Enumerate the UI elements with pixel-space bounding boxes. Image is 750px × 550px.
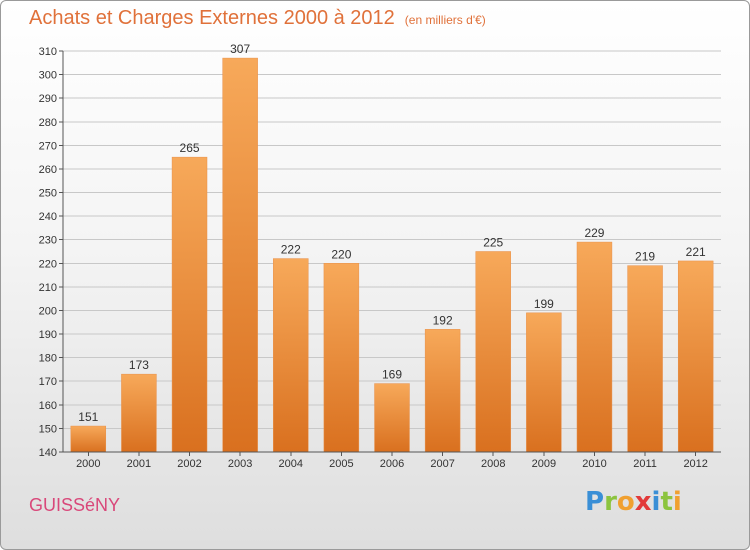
x-tick-label: 2000 [76, 458, 100, 470]
x-tick-label: 2005 [329, 458, 353, 470]
y-tick-label: 250 [39, 188, 57, 200]
x-tick-label: 2008 [481, 458, 505, 470]
logo-letter: x [634, 487, 652, 517]
bar-2009 [526, 312, 562, 453]
logo-letter: P [585, 487, 605, 517]
y-axis: 140 150 160 170 180 190 200 210 220 230 240 250 260 2… [39, 46, 64, 459]
bar-2006 [374, 383, 410, 453]
bar-value-label: 192 [433, 313, 453, 327]
bar-2000 [70, 425, 107, 453]
x-tick-label: 2007 [430, 458, 454, 470]
bar-2011 [627, 265, 663, 453]
x-tick-label: 2011 [633, 458, 657, 470]
bar-value-label: 199 [534, 297, 554, 311]
y-tick-label: 310 [39, 46, 57, 58]
chart-title-text: Achats et Charges Externes 2000 à 2012 [29, 7, 395, 29]
bar-value-label: 151 [78, 410, 98, 424]
y-tick-label: 190 [39, 329, 57, 341]
logo-letter: o [616, 487, 635, 517]
bar-value-label: 307 [230, 42, 250, 56]
y-tick-label: 160 [39, 400, 57, 412]
x-tick-label: 2002 [177, 458, 201, 470]
bar-2010 [576, 241, 613, 453]
y-tick-label: 200 [39, 305, 57, 317]
x-tick-label: 2001 [127, 458, 151, 470]
bar-value-label: 219 [635, 250, 655, 264]
bar-value-label: 173 [129, 358, 149, 372]
town-name: GUISSéNY [29, 495, 121, 515]
y-tick-label: 220 [39, 258, 57, 270]
bar-2012 [677, 260, 714, 453]
bar-value-label: 169 [382, 368, 402, 382]
y-tick-label: 140 [39, 447, 57, 459]
y-tick-label: 260 [39, 164, 57, 176]
x-tick-label: 2010 [582, 458, 606, 470]
bar-2001 [121, 373, 157, 453]
x-tick-label: 2009 [532, 458, 556, 470]
x-tick-label: 2004 [279, 458, 303, 470]
logo-letter: i [672, 487, 682, 517]
logo-letter: t [660, 487, 673, 517]
x-tick-label: 2006 [380, 458, 404, 470]
bar-2008 [475, 251, 511, 453]
bar-value-label: 265 [180, 141, 200, 155]
bar-2003 [222, 57, 258, 453]
bar-value-label: 222 [281, 243, 301, 257]
y-tick-label: 270 [39, 140, 57, 152]
y-tick-label: 180 [39, 353, 57, 365]
bar-2002 [171, 156, 208, 453]
x-tick-label: 2012 [683, 458, 707, 470]
chart-title: Achats et Charges Externes 2000 à 2012 (e… [29, 7, 486, 30]
y-tick-label: 150 [39, 423, 57, 435]
x-axis: 2000 2001 2002 2003 2004 2005 2006 2007 2008 2009… [63, 451, 721, 470]
bar-value-label: 225 [483, 236, 503, 250]
bars: 151 173 265 307 222 220 169 192 225 199 229 219 221 [70, 42, 714, 453]
y-tick-label: 300 [39, 70, 57, 82]
y-tick-label: 210 [39, 282, 57, 294]
y-tick-label: 170 [39, 376, 57, 388]
bar-value-label: 221 [686, 245, 706, 259]
y-tick-label: 230 [39, 235, 57, 247]
bar-2007 [424, 329, 461, 453]
bar-2004 [273, 258, 309, 453]
bar-value-label: 229 [584, 226, 604, 240]
logo-letter: r [604, 487, 617, 517]
proxiti-logo: Proxiti [585, 487, 682, 517]
y-tick-label: 280 [39, 117, 57, 129]
y-tick-label: 240 [39, 211, 57, 223]
x-tick-label: 2003 [228, 458, 252, 470]
bar-2005 [323, 263, 360, 453]
y-tick-label: 290 [39, 93, 57, 105]
bar-value-label: 220 [331, 247, 351, 261]
chart-unit-note: (en milliers d'€) [404, 13, 486, 27]
logo-letter: i [651, 487, 661, 517]
